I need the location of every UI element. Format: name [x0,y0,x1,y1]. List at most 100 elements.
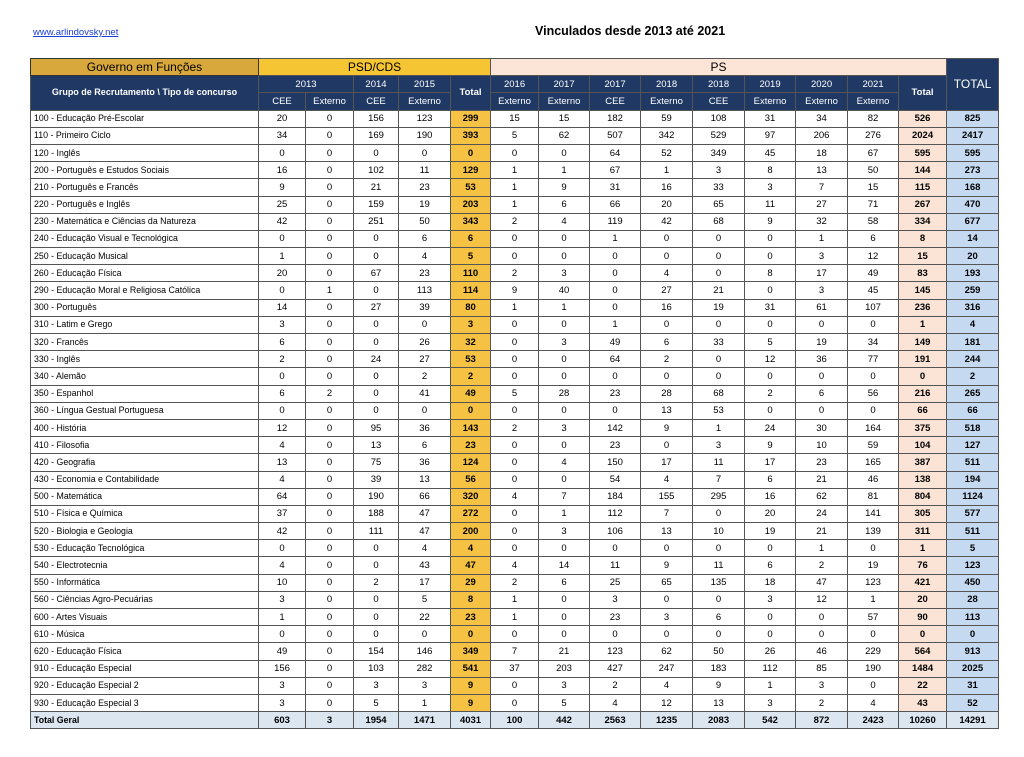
cell: 0 [305,332,354,352]
cell: 10260 [898,711,948,730]
cell: 4 [258,436,306,455]
cell: 0 [490,332,540,352]
cell: 149 [898,332,948,352]
cell: 387 [898,453,948,472]
cell: 64 [589,143,642,163]
type-header: Externo [538,92,591,111]
table-row: 520 - Biologia e Geologia 42 0 111 47 200 0 3 10… [30,522,1000,541]
cell: 0 [692,367,746,386]
cell: 3 [744,693,797,713]
cell: 165 [847,453,900,472]
table-row: 240 - Educação Visual e Tecnológica 0 0 0 6 6… [30,229,1000,249]
cell: 64 [258,487,306,506]
cell: 49 [258,642,306,661]
cell: 4 [449,539,492,558]
cell: 0 [305,195,354,214]
cell: 23 [589,436,642,455]
cell: 15 [490,109,540,128]
cell: 1 [795,229,849,249]
cell: 0 [847,367,900,386]
cell: 0 [795,607,849,627]
cell: 6 [258,384,306,403]
row-label: 210 - Português e Francês [30,178,259,197]
cell: 0 [305,504,354,524]
header-row: Grupo de Recrutamento \ Tipo de concurso… [30,75,999,111]
cell: 0 [640,315,694,335]
cell: 2 [640,350,694,369]
row-label: 560 - Ciências Agro-Pecuárias [30,590,259,610]
cell: 5 [490,126,540,145]
table-row: 250 - Educação Musical 1 0 0 4 5 0 0 0 0 0 0 3 12 15 20 [30,247,1000,266]
cell: 113 [946,607,1000,627]
cell: 39 [353,470,399,489]
cell: 0 [490,315,540,335]
cell: 0 [305,693,354,713]
cell: 20 [258,264,306,283]
cell: 0 [398,625,451,644]
row-label: 910 - Educação Especial [30,659,259,678]
cell: 603 [258,711,306,730]
cell: 0 [353,539,399,558]
cell: 22 [398,607,451,627]
cell: 526 [898,109,948,128]
cell: 9 [640,556,694,575]
cell: 9 [449,693,492,713]
cell: 305 [898,504,948,524]
row-label: Total Geral [30,711,259,730]
cell: 1 [490,195,540,214]
cell: 2417 [946,126,1000,145]
page-title: Vinculados desde 2013 até 2021 [535,24,726,38]
cell: 0 [305,401,354,420]
cell: 142 [589,418,642,438]
cell: 3 [744,178,797,197]
cell: 135 [692,573,746,592]
year-header: Total [449,75,492,111]
cell: 9 [490,281,540,300]
cell: 0 [449,625,492,644]
cell: 393 [449,126,492,145]
table-row: 430 - Economia e Contabilidade 4 0 39 13 56 0 0… [30,470,1000,489]
cell: 1 [589,315,642,335]
cell: 13 [398,470,451,489]
cell: 3 [538,676,591,695]
table-row: 210 - Português e Francês 9 0 21 23 53 1 9 31 16 3… [30,178,1000,197]
cell: 9 [692,676,746,695]
cell: 1 [692,418,746,438]
cell: 76 [898,556,948,575]
cell: 0 [490,401,540,420]
cell: 0 [258,281,306,300]
cell: 1 [490,298,540,317]
cell: 804 [898,487,948,506]
cell: 4 [258,556,306,575]
cell: 507 [589,126,642,145]
cell: 6 [744,556,797,575]
site-link[interactable]: www.arlindovsky.net [33,27,119,38]
group-header: PSD/CDS [257,57,492,77]
cell: 37 [258,504,306,524]
cell: 12 [744,350,797,369]
cell: 95 [353,418,399,438]
cell: 103 [353,659,399,678]
table-row: 920 - Educação Especial 2 3 0 3 3 9 0 3 2 4 9 1 3 0 22… [30,676,1000,695]
cell: 112 [744,659,797,678]
cell: 0 [305,625,354,644]
cell: 81 [847,487,900,506]
cell: 36 [795,350,849,369]
cell: 0 [305,418,354,438]
cell: 0 [589,281,642,300]
cell: 236 [898,298,948,317]
cell: 18 [744,573,797,592]
cell: 0 [305,573,354,592]
table-row: 540 - Electrotecnia 4 0 0 43 47 4 14 11 9 11 6 2 19 76… [30,556,1000,575]
row-label: 350 - Espanhol [30,384,259,403]
cell: 3 [795,281,849,300]
cell: 9 [538,178,591,197]
row-label: 430 - Economia e Contabilidade [30,470,259,489]
year-header: 2017 [589,75,642,94]
cell: 12 [847,247,900,266]
cell: 2 [353,573,399,592]
table-row: 930 - Educação Especial 3 3 0 5 1 9 0 5 4 12 13 3 2 4… [30,693,1000,713]
cell: 1 [538,161,591,180]
cell: 0 [305,453,354,472]
cell: 111 [353,522,399,541]
